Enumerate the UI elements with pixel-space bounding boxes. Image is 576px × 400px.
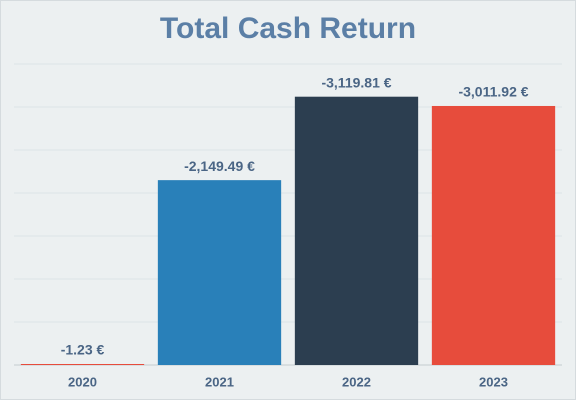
value-label: -2,149.49 € [184, 158, 255, 174]
x-tick-label: 2021 [205, 374, 234, 389]
bar [20, 364, 145, 365]
bar [294, 96, 419, 365]
bar [431, 105, 556, 365]
x-tick-label: 2022 [342, 374, 371, 389]
value-label: -1.23 € [61, 342, 105, 358]
bar [157, 180, 282, 365]
value-label: -3,011.92 € [458, 84, 528, 100]
x-tick-label: 2020 [68, 374, 97, 389]
x-tick-label: 2023 [479, 374, 508, 389]
value-label: -3,119.81 € [321, 74, 391, 90]
chart-title: Total Cash Return [160, 12, 416, 45]
